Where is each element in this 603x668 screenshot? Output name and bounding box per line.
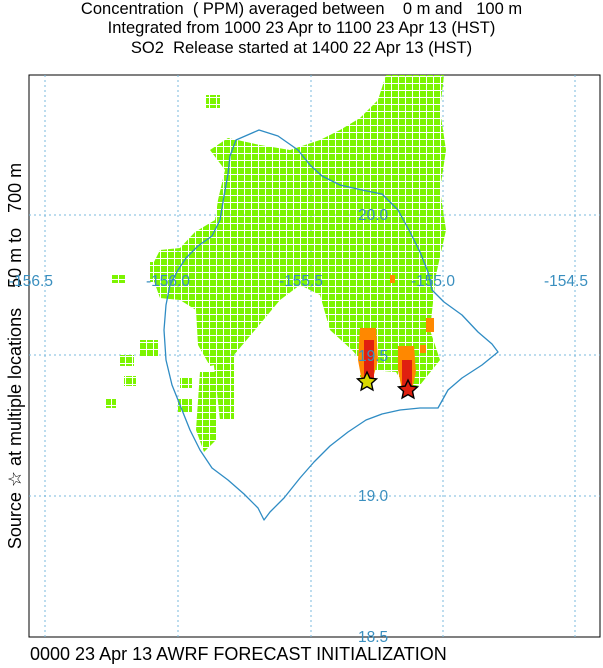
source-star bbox=[396, 378, 420, 400]
island-coastline bbox=[163, 129, 499, 521]
lon-label: -156.0 bbox=[146, 273, 190, 290]
forecast-footer: 0000 23 Apr 13 AWRF FORECAST INITIALIZAT… bbox=[30, 644, 447, 664]
header-release-line: SO2 Release started at 1400 22 Apr 13 (H… bbox=[130, 39, 473, 57]
header-integration-line: Integrated from 1000 23 Apr to 1100 23 A… bbox=[107, 19, 496, 37]
map-frame bbox=[28, 74, 601, 638]
lat-label: 19.5 bbox=[358, 348, 388, 365]
low-concentration-plume bbox=[106, 75, 446, 452]
lon-label: -155.5 bbox=[279, 273, 323, 290]
lon-label: -156.5 bbox=[9, 273, 53, 290]
graticule bbox=[29, 75, 600, 637]
lat-label: 18.5 bbox=[358, 629, 388, 646]
lat-label: 19.0 bbox=[358, 488, 389, 505]
header-concentration-line: Concentration ( PPM) averaged between 0 … bbox=[80, 0, 523, 18]
high-concentration-plume bbox=[358, 275, 434, 390]
lon-label: -155.0 bbox=[411, 273, 455, 290]
lat-label: 20.0 bbox=[358, 207, 389, 224]
lon-label: -154.5 bbox=[544, 273, 588, 290]
source-star bbox=[355, 370, 379, 392]
